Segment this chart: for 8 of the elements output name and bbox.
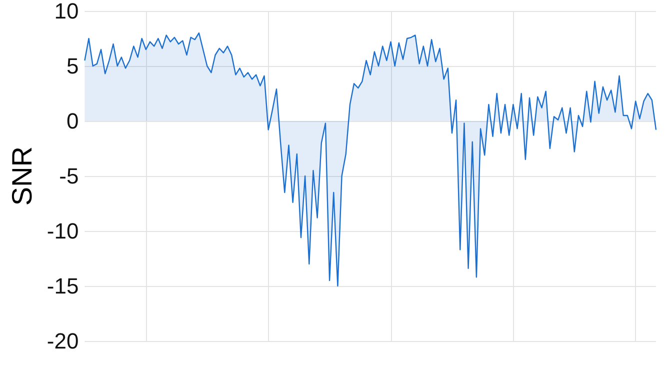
y-tick-label: -10 bbox=[46, 218, 79, 244]
y-tick-label: 5 bbox=[66, 54, 79, 78]
y-tick-label: -15 bbox=[46, 274, 79, 298]
y-tick-label: -5 bbox=[59, 164, 79, 188]
y-axis-title: SNR bbox=[6, 146, 38, 206]
y-tick-label: 10 bbox=[54, 0, 79, 24]
y-tick-label: 0 bbox=[66, 108, 79, 134]
y-tick-label: -20 bbox=[46, 328, 79, 354]
